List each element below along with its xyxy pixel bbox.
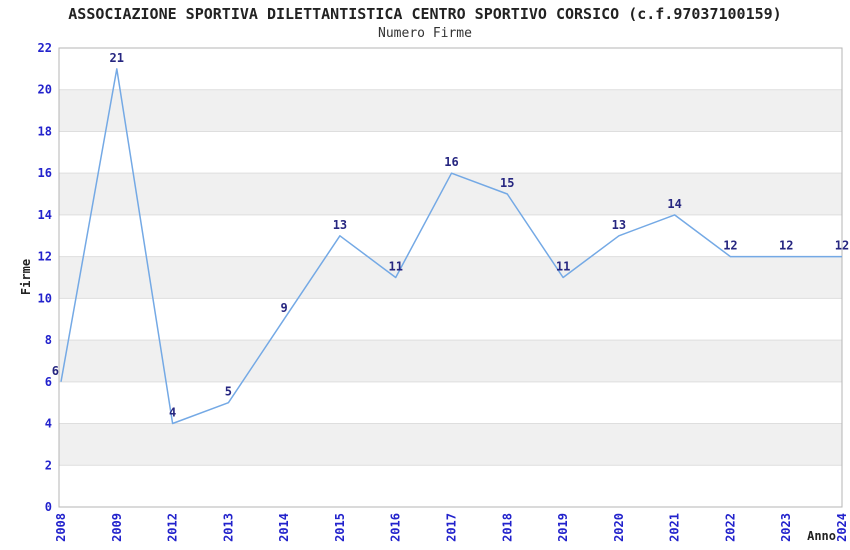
y-tick-label: 4: [45, 417, 52, 431]
y-axis-title: Firme: [19, 259, 33, 295]
data-point-label: 12: [723, 239, 737, 253]
y-tick-label: 10: [38, 291, 52, 305]
data-point-label: 16: [444, 155, 458, 169]
y-tick-label: 8: [45, 333, 52, 347]
y-tick-label: 20: [38, 83, 52, 97]
x-tick-label: 2013: [221, 513, 235, 542]
x-tick-label: 2008: [54, 513, 68, 542]
grid-band: [59, 423, 842, 466]
x-tick-label: 2016: [389, 513, 403, 542]
data-point-label: 13: [612, 218, 626, 232]
x-tick-label: 2009: [110, 513, 124, 542]
plot-border-layer: [58, 47, 843, 508]
plot-border: [58, 47, 843, 508]
data-point-label: 12: [835, 239, 849, 253]
x-tick-label: 2015: [333, 513, 347, 542]
grid-band: [59, 89, 842, 132]
data-point-label: 11: [388, 260, 402, 274]
data-point-label: 11: [556, 260, 570, 274]
x-tick-label: 2012: [166, 513, 180, 542]
data-point-label: 5: [225, 385, 232, 399]
y-tick-label: 12: [38, 250, 52, 264]
data-point-label: 21: [110, 51, 124, 65]
series-layer: [60, 68, 842, 425]
gridlines-layer: [59, 89, 842, 466]
x-tick-label: 2017: [445, 513, 459, 542]
x-tick-label: 2018: [500, 513, 514, 542]
x-tick-label: 2023: [779, 513, 793, 542]
data-point-label: 12: [779, 239, 793, 253]
x-tick-label: 2024: [835, 513, 849, 542]
data-point-label: 9: [281, 301, 288, 315]
grid-bands-layer: [59, 89, 842, 466]
data-point-label: 4: [169, 406, 176, 420]
x-tick-label: 2014: [277, 513, 291, 542]
y-tick-label: 16: [38, 166, 52, 180]
data-point-label: 15: [500, 176, 514, 190]
chart-title: ASSOCIAZIONE SPORTIVA DILETTANTISTICA CE…: [68, 5, 782, 23]
series-line-firme: [60, 68, 842, 425]
data-point-label: 13: [333, 218, 347, 232]
y-tick-label: 18: [38, 124, 52, 138]
data-point-label: 6: [52, 364, 59, 378]
y-tick-label: 2: [45, 458, 52, 472]
grid-band: [59, 256, 842, 299]
x-tick-label: 2019: [556, 513, 570, 542]
data-labels-layer: 6 21 4 5 9 13 11 16 15 11 13 14 12 12 12: [52, 51, 849, 420]
data-point-label: 14: [667, 197, 681, 211]
x-axis-title: Anno: [807, 529, 836, 543]
y-tick-label: 22: [38, 41, 52, 55]
chart-subtitle: Numero Firme: [378, 26, 472, 41]
grid-band: [59, 173, 842, 215]
x-tick-label: 2022: [723, 513, 737, 542]
y-tick-label: 6: [45, 375, 52, 389]
grid-band: [59, 340, 842, 382]
x-tick-label: 2021: [668, 513, 682, 542]
y-tick-label: 14: [38, 208, 52, 222]
x-tick-label: 2020: [612, 513, 626, 542]
y-tick-label: 0: [45, 500, 52, 514]
